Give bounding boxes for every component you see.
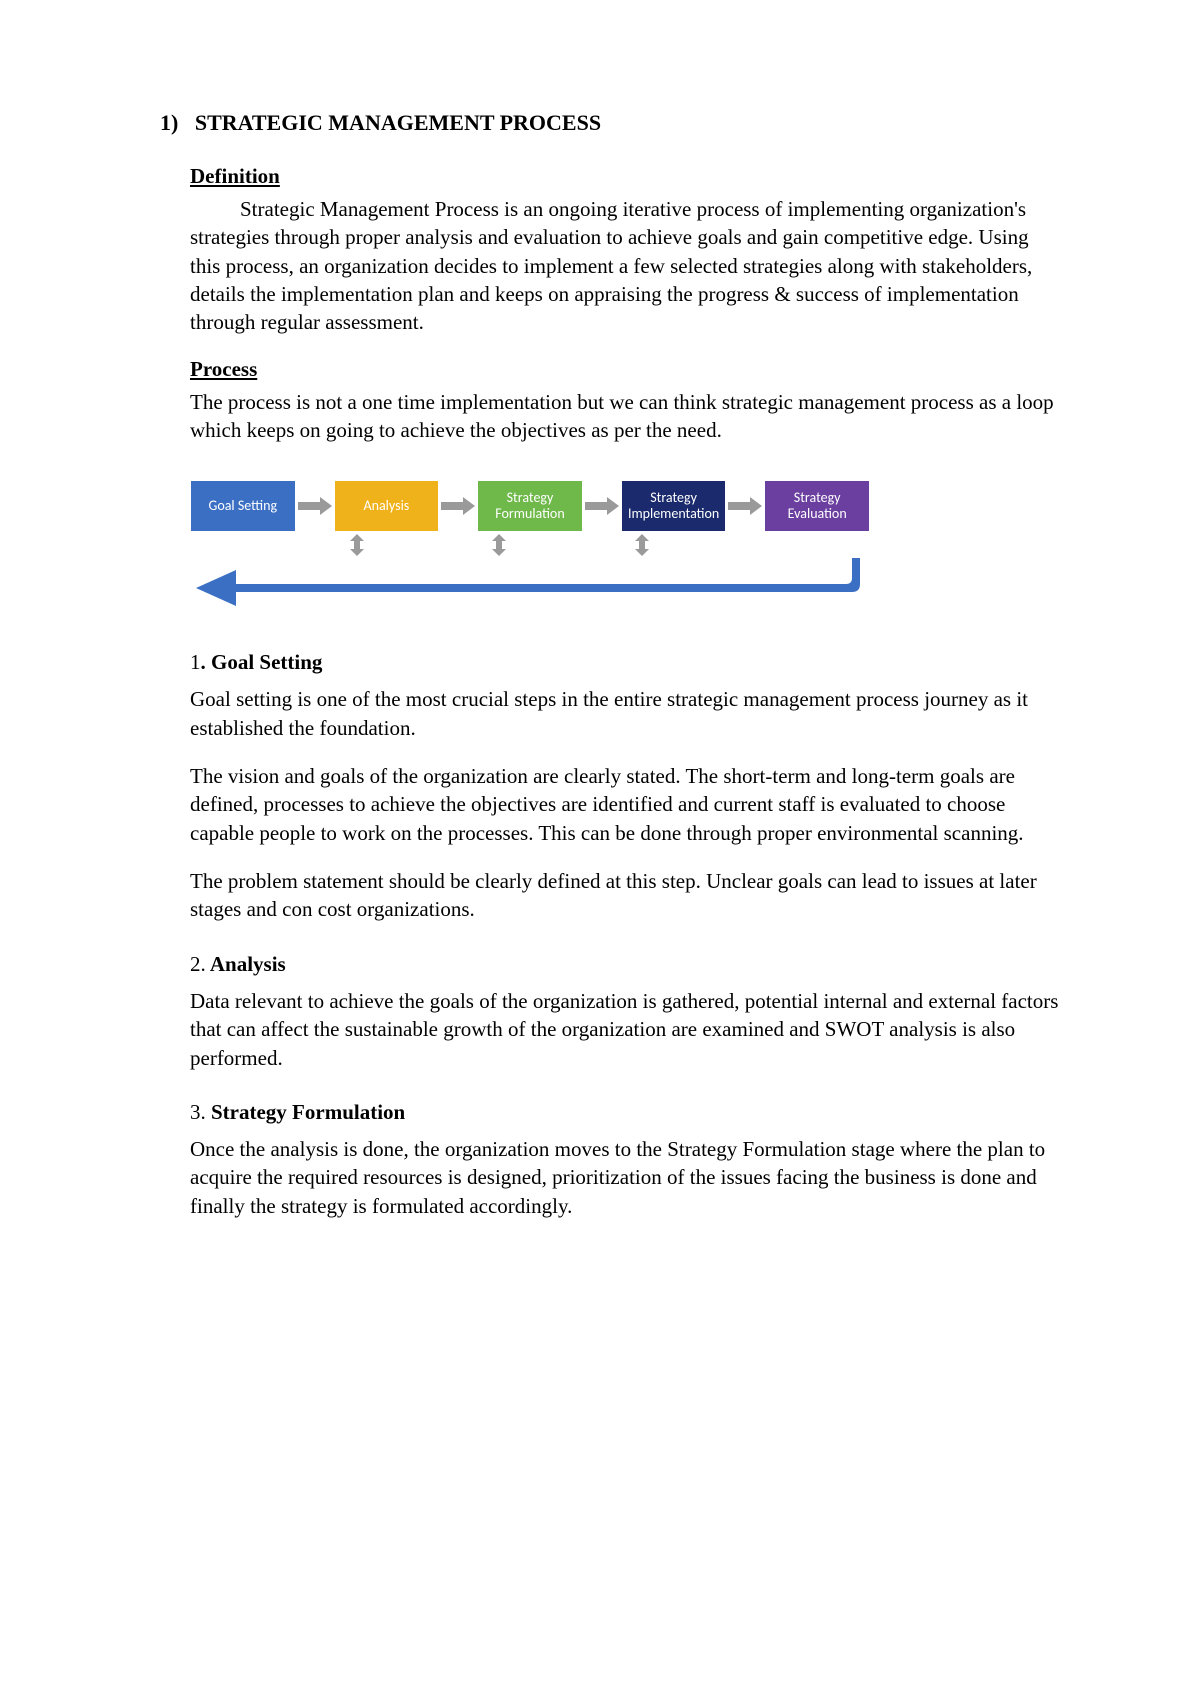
section-paragraph: Once the analysis is done, the organizat… [190, 1135, 1060, 1220]
section-heading: 2. Analysis [190, 952, 1060, 977]
section-title: Analysis [210, 952, 286, 976]
flow-vertical-arrow-icon [490, 534, 508, 556]
section-number: 1 [190, 650, 201, 674]
section-heading: 3. Strategy Formulation [190, 1100, 1060, 1125]
flow-vertical-arrow-icon [348, 534, 366, 556]
flowchart: Goal Setting Analysis Strategy Formulation… [190, 480, 870, 600]
flow-arrow-right-icon [583, 496, 621, 516]
process-label: Process [190, 357, 1060, 382]
flow-arrow-right-icon [726, 496, 764, 516]
flow-node: Strategy Evaluation [764, 480, 870, 532]
flow-arrow-right-icon [439, 496, 477, 516]
section-number: 3. [190, 1100, 206, 1124]
heading-title: STRATEGIC MANAGEMENT PROCESS [195, 110, 601, 135]
definition-label: Definition [190, 164, 1060, 189]
heading-number: 1) [160, 110, 178, 135]
section-num-suffix: . [201, 650, 212, 674]
process-text: The process is not a one time implementa… [190, 388, 1060, 445]
content-body: Definition Strategic Management Process … [120, 164, 1080, 1220]
flow-vertical-arrow-icon [633, 534, 651, 556]
flow-node: Strategy Formulation [477, 480, 583, 532]
section-number: 2. [190, 952, 206, 976]
flow-arrow-right-icon [296, 496, 334, 516]
flowchart-nodes-row: Goal Setting Analysis Strategy Formulation… [190, 480, 870, 532]
flow-node: Strategy Implementation [621, 480, 727, 532]
section-title: Goal Setting [211, 650, 322, 674]
section-paragraph: The vision and goals of the organization… [190, 762, 1060, 847]
flow-node: Goal Setting [190, 480, 296, 532]
flowchart-feedback-row [190, 534, 870, 600]
sections-container: 1. Goal Setting Goal setting is one of th… [190, 650, 1060, 1219]
section-paragraph: Goal setting is one of the most crucial … [190, 685, 1060, 742]
main-heading: 1) STRATEGIC MANAGEMENT PROCESS [120, 110, 1080, 136]
section-heading: 1. Goal Setting [190, 650, 1060, 675]
section-paragraph: Data relevant to achieve the goals of th… [190, 987, 1060, 1072]
section-paragraph: The problem statement should be clearly … [190, 867, 1060, 924]
flow-feedback-arrow-icon [190, 558, 870, 596]
section-title: Strategy Formulation [211, 1100, 405, 1124]
flow-node: Analysis [334, 480, 440, 532]
definition-text: Strategic Management Process is an ongoi… [190, 195, 1060, 337]
